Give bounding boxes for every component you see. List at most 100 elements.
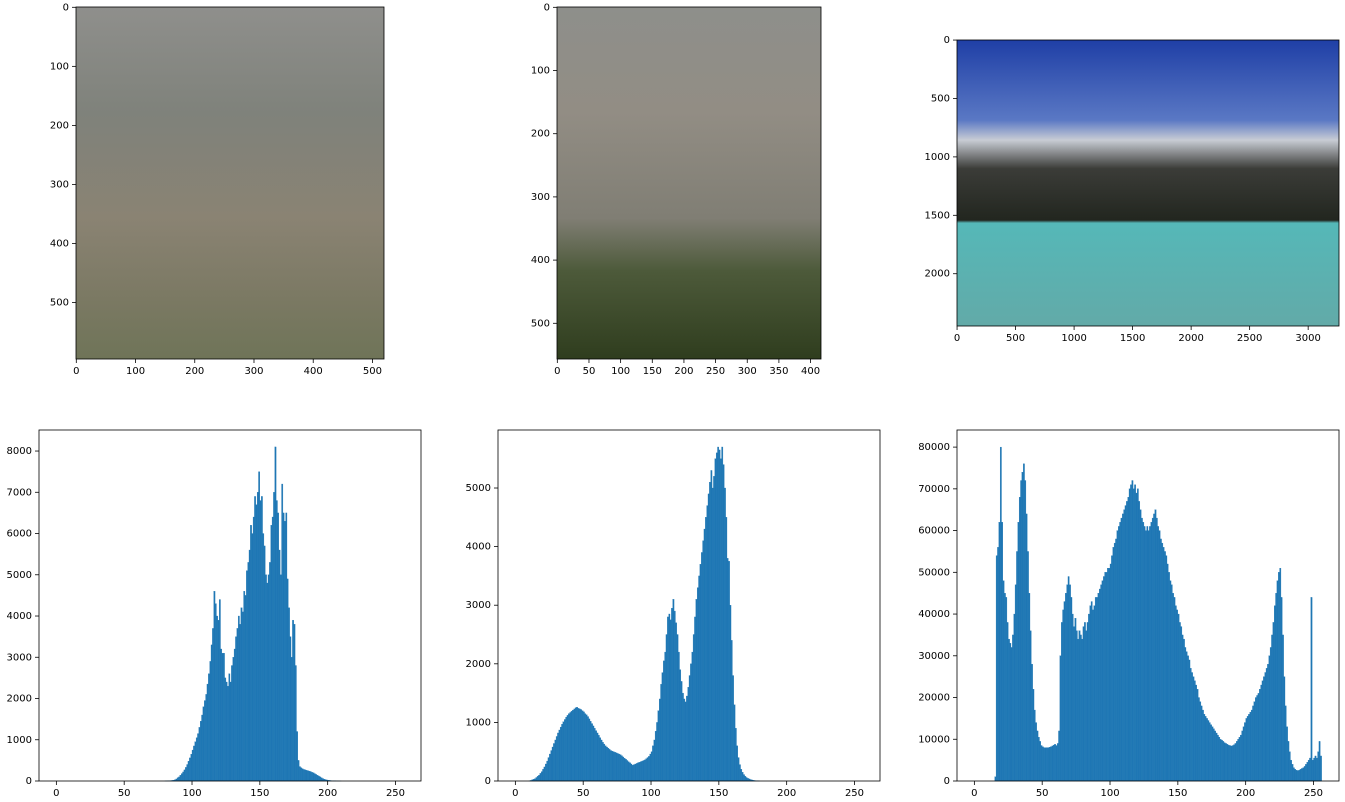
y-tick-label: 20000	[918, 693, 950, 704]
histogram-bar	[589, 719, 590, 781]
histogram-bar	[1164, 551, 1165, 781]
histogram-bar	[212, 628, 213, 781]
x-tick-label: 0	[512, 788, 518, 799]
x-tick-label: 1500	[1120, 333, 1145, 344]
x-tick-label: 0	[53, 788, 59, 799]
histogram-bar	[1223, 741, 1224, 781]
histogram-bar	[1148, 531, 1149, 781]
x-tick-label: 150	[1168, 788, 1187, 799]
histogram-bar	[681, 681, 682, 781]
histogram-bar	[1200, 702, 1201, 781]
histogram-bar	[1132, 481, 1133, 781]
x-tick-label: 50	[118, 788, 131, 799]
histogram-bar	[1277, 581, 1278, 781]
histogram-bar	[1246, 718, 1247, 781]
histogram-bar	[1020, 481, 1021, 781]
histogram-bar	[1001, 522, 1002, 781]
x-tick-label: 100	[611, 366, 630, 377]
histogram-bar	[180, 775, 181, 781]
histogram-bar	[1025, 481, 1026, 781]
histogram-bar	[617, 753, 618, 781]
histogram-bar	[267, 583, 268, 781]
histogram-bar	[1039, 741, 1040, 781]
histogram-bar	[598, 735, 599, 781]
histogram-bar	[540, 773, 541, 781]
histogram-bar	[1235, 743, 1236, 781]
histogram-bar	[666, 635, 667, 781]
y-tick-label: 5000	[466, 483, 491, 494]
histogram-bar	[605, 746, 606, 781]
histogram-bar	[713, 476, 714, 781]
y-tick-label: 500	[531, 318, 550, 329]
histogram-bar	[701, 552, 702, 781]
histogram-bar	[541, 772, 542, 781]
histogram-bar	[302, 769, 303, 781]
histogram-bar	[621, 756, 622, 781]
histogram-bar	[1098, 593, 1099, 781]
histogram-bar	[1126, 501, 1127, 781]
histogram-bar	[299, 767, 300, 781]
histogram-bar	[1311, 597, 1312, 781]
histogram-bar	[221, 649, 222, 781]
histogram-bar	[1046, 748, 1047, 781]
histogram-bar	[279, 550, 280, 781]
histogram-bar	[1071, 597, 1072, 781]
histogram-bar	[1292, 764, 1293, 781]
x-tick-label: 250	[386, 788, 405, 799]
y-tick-label: 3000	[7, 652, 32, 663]
histogram-bar	[1295, 769, 1296, 781]
histogram-bar	[1217, 735, 1218, 781]
y-tick-label: 100	[531, 66, 550, 77]
histogram-bar	[1181, 627, 1182, 781]
histogram-bar	[227, 686, 228, 781]
histogram-bar	[192, 750, 193, 781]
histogram-bar	[671, 608, 672, 781]
histogram-bar	[545, 764, 546, 781]
histogram-bar	[743, 775, 744, 781]
histogram-bar	[1257, 695, 1258, 781]
histogram-bar	[1110, 564, 1111, 781]
histogram-bar	[290, 637, 291, 781]
histogram-bar	[207, 684, 208, 781]
histogram-bar	[1243, 727, 1244, 781]
x-tick-label: 350	[769, 366, 788, 377]
histogram-bar	[1134, 485, 1135, 781]
y-tick-label: 2000	[925, 269, 950, 280]
x-tick-label: 0	[971, 788, 977, 799]
histogram-bar	[1216, 733, 1217, 781]
histogram-bar	[1147, 526, 1148, 781]
histogram-bar	[1037, 731, 1038, 781]
histogram-bar	[272, 517, 273, 781]
histogram-bar	[1254, 702, 1255, 781]
histogram-bar	[1197, 689, 1198, 781]
histogram-bar	[321, 778, 322, 781]
histogram-bar	[280, 575, 281, 781]
histogram-bar	[633, 765, 634, 781]
histogram-bar	[292, 620, 293, 781]
histogram-bar	[571, 711, 572, 781]
histogram-bar	[1233, 745, 1234, 781]
histogram-bar	[1176, 610, 1177, 781]
histogram-bar	[1266, 668, 1267, 781]
histogram-bar	[195, 742, 196, 781]
histogram-bar	[717, 447, 718, 781]
histogram-bar	[547, 761, 548, 781]
histogram-bar	[575, 708, 576, 781]
histogram-bar	[563, 722, 564, 781]
histogram-bar	[1281, 597, 1282, 781]
y-tick-label: 40000	[918, 609, 950, 620]
histogram-bar	[273, 492, 274, 781]
histogram-bar	[1080, 635, 1081, 781]
histogram-bar	[1056, 746, 1057, 781]
histogram-bar	[613, 752, 614, 781]
histogram-bar	[1027, 551, 1028, 781]
histogram-bar	[1128, 497, 1129, 781]
histogram-bar	[1168, 572, 1169, 781]
y-tick-label: 500	[931, 93, 950, 104]
histogram-bar	[712, 488, 713, 781]
histogram-bar	[711, 470, 712, 781]
histogram-bar	[235, 637, 236, 781]
x-tick-label: 50	[1036, 788, 1049, 799]
y-tick-label: 5000	[7, 570, 32, 581]
histogram-bar	[1166, 556, 1167, 781]
